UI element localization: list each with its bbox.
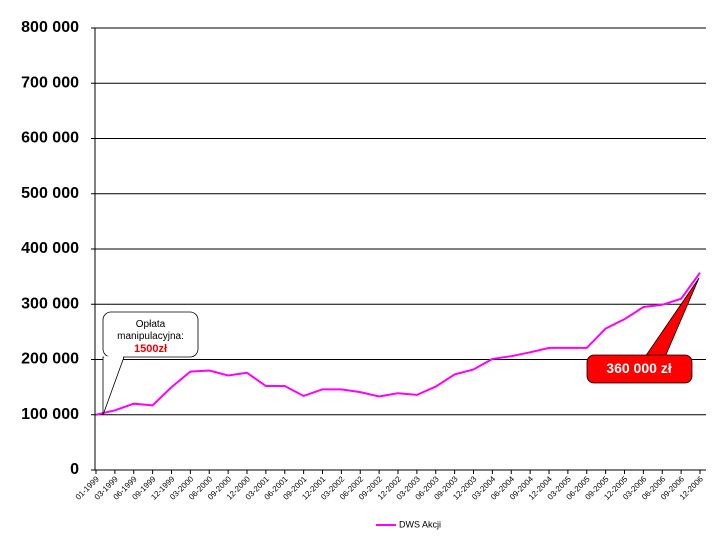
callout-join [104, 356, 123, 358]
y-tick-label: 100 000 [21, 406, 79, 423]
data-line [95, 272, 701, 416]
y-tick-label: 800 000 [21, 19, 79, 36]
y-tick-label: 500 000 [21, 185, 79, 202]
y-tick-label: 0 [70, 461, 79, 478]
fee-label: Opłata manipulacyjna: [117, 319, 184, 342]
result-pointer [644, 277, 700, 358]
y-tick-label: 200 000 [21, 351, 79, 368]
fee-callout: Opłata manipulacyjna: 1500zł [105, 319, 196, 355]
y-tick-label: 600 000 [21, 130, 79, 147]
y-tick-label: 700 000 [21, 74, 79, 91]
fee-value: 1500zł [133, 343, 168, 355]
callout-pointer [102, 356, 125, 416]
result-label: 360 000 zł [606, 360, 671, 376]
result-box [586, 354, 693, 384]
callout-box [102, 311, 199, 358]
legend-label: DWS Akcji [399, 519, 441, 529]
y-tick-label: 300 000 [21, 295, 79, 312]
y-tick-label: 400 000 [21, 240, 79, 257]
